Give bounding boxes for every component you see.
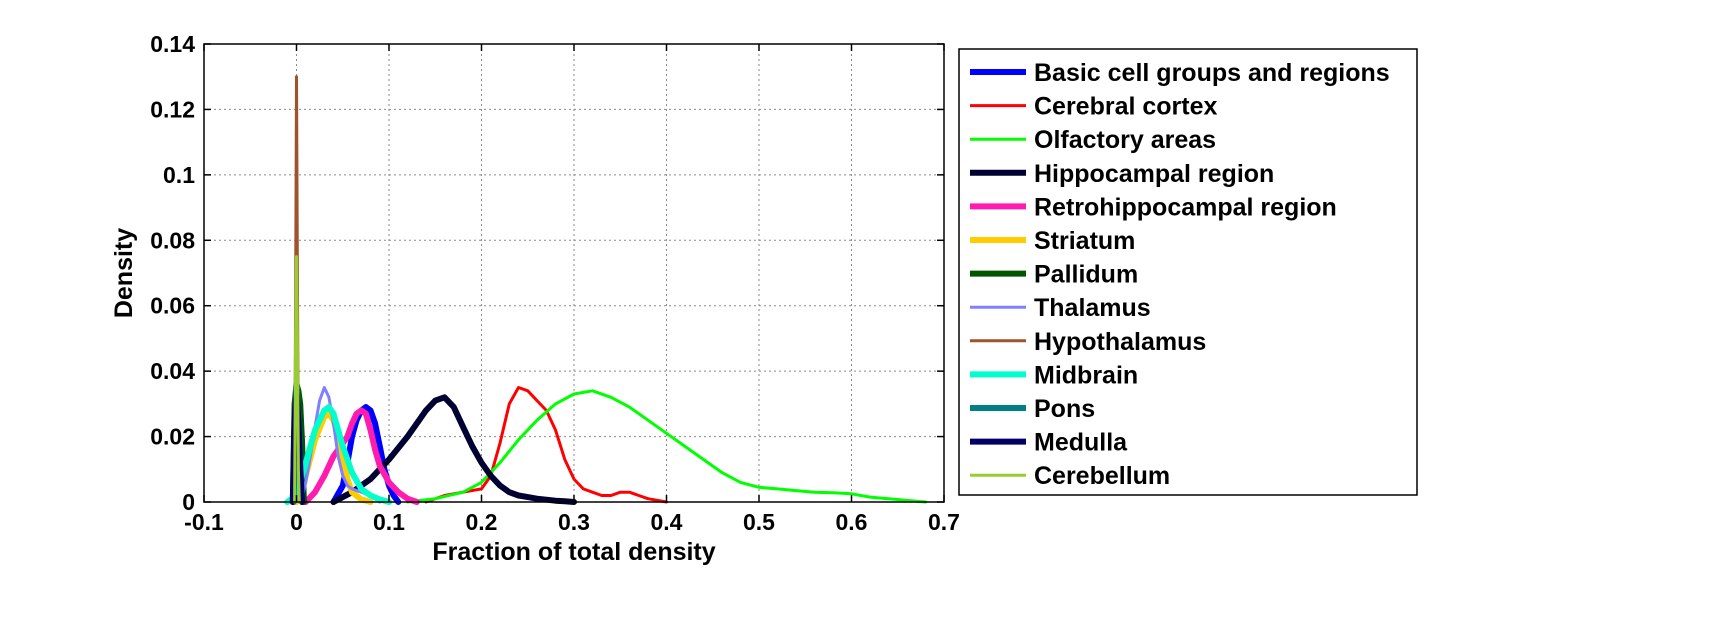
legend-box xyxy=(958,48,1418,496)
legend-label-pons: Pons xyxy=(1034,395,1095,423)
x-tick-label: 0.3 xyxy=(558,509,590,535)
legend-label-medulla: Medulla xyxy=(1034,429,1128,457)
legend-label-cerebellum: Cerebellum xyxy=(1034,462,1170,490)
grid-lines xyxy=(204,44,944,502)
series-line-cerebellum xyxy=(293,255,301,504)
y-axis-title: Density xyxy=(110,228,138,318)
y-tick-label: 0.14 xyxy=(150,31,195,57)
x-tick-label: 0.7 xyxy=(928,509,960,535)
x-tick-label: 0 xyxy=(290,509,303,535)
series-line-midbrain xyxy=(284,404,392,505)
x-tick-label: 0.4 xyxy=(651,509,683,535)
legend-label-striatum: Striatum xyxy=(1034,227,1135,255)
series-line-retrohippocampal-region xyxy=(302,407,420,505)
legend-label-cerebral-cortex: Cerebral cortex xyxy=(1034,93,1218,121)
y-tick-label: 0.12 xyxy=(150,96,195,122)
x-tick-label: 0.5 xyxy=(743,509,775,535)
y-tick-label: 0.1 xyxy=(163,162,195,188)
series-line-hippocampal-region xyxy=(330,394,577,505)
x-tick-label: 0.6 xyxy=(836,509,868,535)
legend-label-midbrain: Midbrain xyxy=(1034,361,1138,389)
x-tick-label: -0.1 xyxy=(184,509,224,535)
legend-label-olfactory-areas: Olfactory areas xyxy=(1034,126,1216,154)
y-tick-label: 0.08 xyxy=(150,227,195,253)
y-tick-label: 0 xyxy=(182,489,195,515)
axis-ticks: -0.1 0 0.1 0.2 0.3 0.4 0.5 0.6 0.700.020.040.060… xyxy=(150,31,960,535)
y-tick-label: 0.02 xyxy=(150,424,195,450)
x-tick-label: 0.2 xyxy=(466,509,498,535)
x-tick-label: 0.1 xyxy=(373,509,405,535)
legend-label-hippocampal-region: Hippocampal region xyxy=(1034,160,1274,188)
x-axis-title: Fraction of total density xyxy=(432,538,715,566)
legend-label-retrohippocampal-region: Retrohippocampal region xyxy=(1034,193,1337,221)
legend-label-thalamus: Thalamus xyxy=(1034,294,1151,322)
y-tick-label: 0.06 xyxy=(150,293,195,319)
series-lines xyxy=(284,75,927,505)
legend: Basic cell groups and regions Cerebral co… xyxy=(958,48,1418,496)
y-tick-label: 0.04 xyxy=(150,358,195,384)
legend-label-hypothalamus: Hypothalamus xyxy=(1034,328,1206,356)
legend-label-basic-cell-groups-and-regions: Basic cell groups and regions xyxy=(1034,59,1390,87)
series-line-olfactory-areas xyxy=(406,389,927,504)
legend-label-pallidum: Pallidum xyxy=(1034,261,1138,289)
